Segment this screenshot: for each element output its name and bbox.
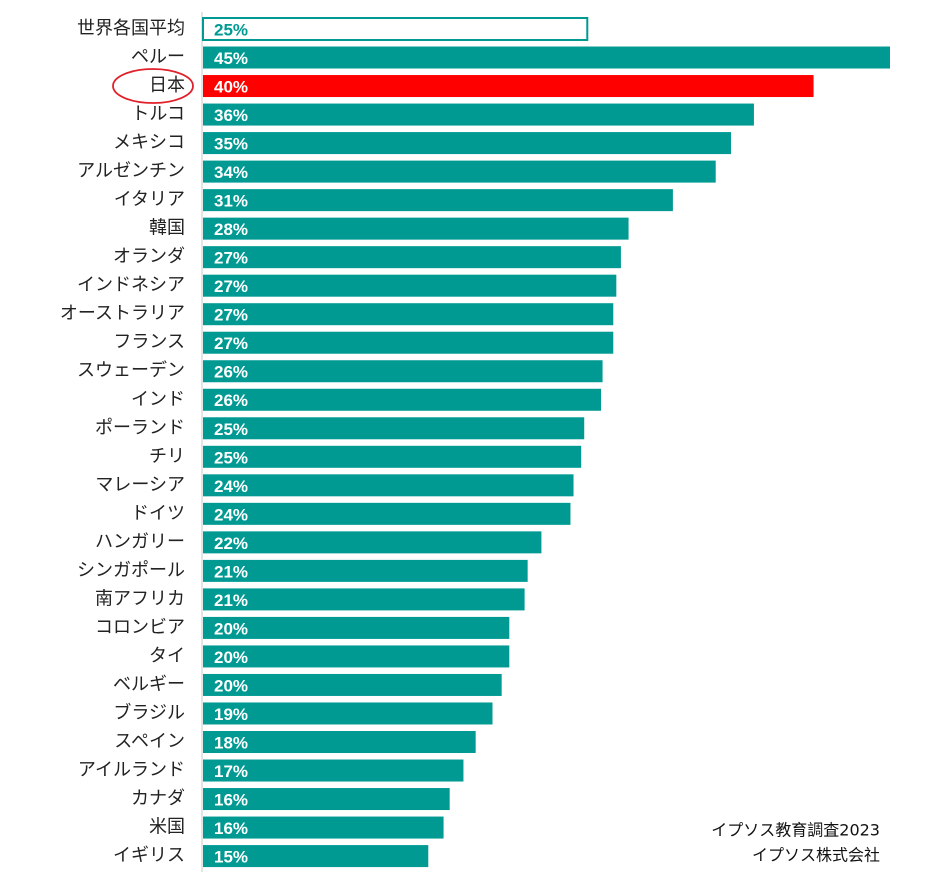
- value-label: 27%: [214, 249, 248, 268]
- value-label: 25%: [214, 20, 248, 39]
- bar: [203, 217, 629, 240]
- value-label: 24%: [214, 477, 248, 496]
- value-label: 27%: [214, 306, 248, 325]
- value-label: 40%: [214, 78, 248, 97]
- value-label: 20%: [214, 676, 248, 695]
- value-label: 16%: [214, 819, 248, 838]
- bar: [203, 388, 602, 411]
- bar: [203, 303, 614, 326]
- value-label: 18%: [214, 733, 248, 752]
- y-tick-label: スペイン: [114, 731, 185, 752]
- bar: [203, 417, 585, 440]
- y-tick-label: インド: [131, 389, 185, 410]
- bar: [203, 816, 444, 839]
- bar: [203, 331, 614, 354]
- y-tick-label: タイ: [149, 645, 185, 666]
- value-label: 16%: [214, 791, 248, 810]
- bar: [203, 445, 582, 468]
- bar: [203, 845, 429, 868]
- bar: [203, 189, 673, 212]
- y-tick-label: ブラジル: [113, 701, 185, 723]
- y-tick-label: イギリス: [113, 845, 185, 866]
- value-label: 17%: [214, 762, 248, 781]
- y-tick-label: インドネシア: [77, 275, 185, 296]
- value-label: 20%: [214, 648, 248, 667]
- y-tick-label: メキシコ: [113, 132, 185, 153]
- value-label: 27%: [214, 277, 248, 296]
- bar: [203, 559, 528, 582]
- value-label: 26%: [214, 391, 248, 410]
- y-tick-label: トルコ: [131, 104, 185, 125]
- value-label: 22%: [214, 534, 248, 553]
- value-label: 25%: [214, 420, 248, 439]
- value-label: 45%: [214, 49, 248, 68]
- value-label: 19%: [214, 705, 248, 724]
- y-tick-label: ハンガリー: [95, 531, 185, 552]
- bar: [203, 531, 542, 554]
- bar: [203, 46, 890, 69]
- bar: [203, 702, 493, 725]
- y-tick-label: フランス: [113, 332, 185, 353]
- value-label: 15%: [214, 848, 248, 867]
- bar: [203, 759, 464, 782]
- value-label: 31%: [214, 192, 248, 211]
- value-label: 20%: [214, 619, 248, 638]
- value-label: 26%: [214, 363, 248, 382]
- bar: [202, 17, 589, 41]
- value-label: 27%: [214, 334, 248, 353]
- bar: [203, 474, 574, 497]
- y-tick-label: オーストラリア: [60, 303, 185, 324]
- y-tick-label: ドイツ: [131, 503, 185, 524]
- y-tick-label: 日本: [149, 75, 185, 96]
- bar: [203, 274, 617, 297]
- bar: [203, 160, 716, 183]
- y-tick-label: ポーランド: [95, 417, 185, 438]
- bar: [203, 731, 476, 753]
- highlight-circle: [112, 68, 194, 104]
- y-tick-label: チリ: [149, 446, 185, 467]
- value-label: 21%: [214, 562, 248, 581]
- source: イプソス株式会社: [752, 846, 880, 865]
- y-tick-label: コロンビア: [95, 617, 185, 638]
- value-label: 28%: [214, 220, 248, 239]
- y-tick-label: マレーシア: [95, 474, 185, 495]
- y-tick-label: カナダ: [131, 788, 185, 809]
- bar: [203, 645, 510, 668]
- y-tick-label: イタリア: [114, 189, 185, 210]
- bar: [203, 246, 621, 269]
- value-label: 34%: [214, 163, 248, 182]
- bar: [203, 502, 571, 525]
- value-label: 21%: [214, 591, 248, 610]
- bar: [203, 788, 450, 811]
- bar: [203, 616, 510, 639]
- value-label: 35%: [214, 135, 248, 154]
- y-tick-label: 米国: [149, 817, 185, 838]
- bar: [203, 360, 603, 383]
- y-tick-label: オランダ: [113, 246, 185, 267]
- y-tick-label: ベルギー: [113, 674, 185, 695]
- y-tick-label: アイルランド: [78, 760, 185, 781]
- bar: [203, 132, 731, 155]
- y-tick-label: スウェーデン: [77, 360, 185, 381]
- y-tick-label: 韓国: [149, 218, 185, 239]
- bar: [203, 588, 525, 611]
- value-label: 36%: [214, 106, 248, 125]
- source: イプソス教育調査2023: [711, 821, 880, 840]
- y-tick-label: 南アフリカ: [95, 588, 185, 609]
- y-tick-label: ペルー: [131, 47, 185, 68]
- y-tick-label: シンガポール: [77, 560, 185, 581]
- value-label: 24%: [214, 505, 248, 524]
- bar: [203, 673, 502, 696]
- bar: [203, 103, 754, 126]
- y-tick-label: 世界各国平均: [77, 18, 185, 39]
- bar: [203, 75, 814, 98]
- y-tick-label: アルゼンチン: [77, 161, 185, 182]
- value-label: 25%: [214, 448, 248, 467]
